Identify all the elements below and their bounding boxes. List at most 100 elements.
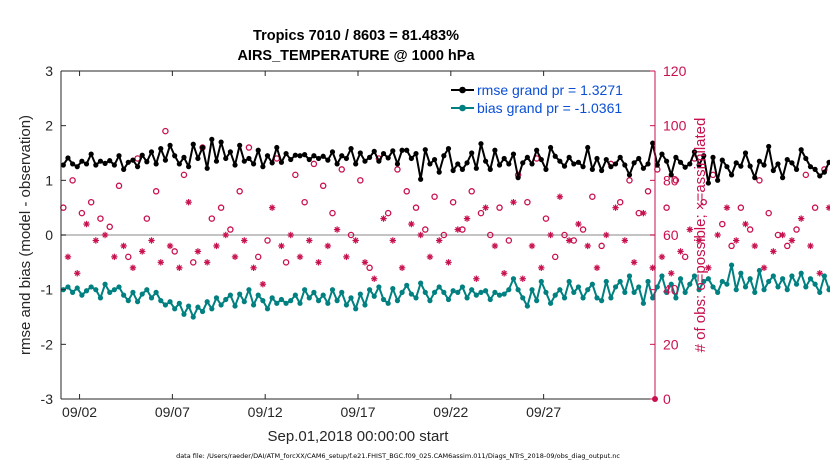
obs-assimilated-point — [500, 270, 508, 277]
rmse-point — [780, 175, 786, 181]
asterisk-stroke — [167, 243, 173, 249]
bias-point — [362, 302, 368, 308]
rmse-point — [158, 146, 164, 152]
obs-assimilated-point — [547, 231, 554, 239]
bias-point — [715, 289, 721, 295]
obs-assimilated-point — [528, 242, 536, 250]
bias-point — [524, 303, 530, 309]
obs-possible-point — [217, 204, 225, 211]
rmse-point — [111, 162, 117, 168]
bias-point — [97, 295, 104, 301]
rmse-point — [213, 158, 220, 164]
rmse-point — [209, 136, 215, 142]
obs-possible-point — [115, 182, 123, 190]
asterisk-stroke — [93, 237, 99, 244]
asterisk-stroke — [464, 215, 470, 222]
bias-point — [784, 287, 790, 293]
asterisk-stroke — [594, 265, 600, 271]
obs-assimilated-point — [278, 242, 285, 250]
obs-possible-point — [422, 226, 429, 233]
bias-point — [353, 306, 359, 312]
rmse-point — [339, 153, 345, 159]
bias-point — [821, 273, 827, 279]
obs-possible-point — [737, 204, 745, 211]
obs-assimilated-point — [166, 242, 174, 250]
obs-assimilated-point — [417, 231, 424, 239]
asterisk-stroke — [83, 221, 90, 227]
bias-point — [436, 284, 442, 290]
obs-assimilated-point — [695, 237, 703, 244]
rmse-point — [612, 161, 619, 167]
rmse-point — [204, 165, 210, 171]
obs-possible-point — [254, 253, 262, 261]
bias-point — [450, 288, 456, 294]
asterisk-stroke — [130, 265, 136, 271]
obs-possible-point — [97, 215, 104, 222]
obs-assimilated-point — [630, 259, 638, 266]
obs-possible-series — [60, 127, 828, 272]
bias-point — [445, 296, 452, 303]
asterisk-stroke — [585, 243, 591, 249]
asterisk-stroke — [492, 243, 498, 249]
obs-assimilated-point — [686, 226, 694, 233]
obs-possible-point — [746, 226, 754, 233]
bias-point — [390, 285, 396, 292]
rmse-point — [826, 159, 830, 165]
obs-possible-point — [589, 193, 596, 200]
asterisk-stroke — [371, 276, 377, 282]
rmse-point — [793, 166, 800, 172]
y-tick-label: 2 — [45, 118, 53, 134]
obs-assimilated-point — [287, 231, 294, 239]
rmse-point — [431, 156, 438, 163]
obs-assimilated-point — [779, 231, 786, 239]
legend-bias-marker — [459, 104, 466, 112]
rmse-point — [478, 141, 484, 147]
bias-point — [487, 296, 493, 303]
asterisk-stroke — [380, 215, 387, 222]
bias-point — [325, 300, 331, 306]
asterisk-stroke — [622, 237, 628, 244]
obs-possible-point — [496, 204, 503, 211]
y2-tick-label: 20 — [663, 336, 679, 352]
obs-assimilated-point — [742, 220, 749, 228]
rmse-point — [190, 141, 196, 147]
rmse-point — [139, 152, 145, 158]
asterisk-stroke — [557, 194, 563, 200]
asterisk-stroke — [520, 276, 526, 282]
rmse-point — [455, 161, 461, 167]
obs-possible-point — [394, 166, 401, 173]
obs-assimilated-point — [324, 242, 332, 250]
rmse-point — [677, 159, 684, 165]
rmse-point — [715, 177, 721, 183]
legend-bias-label: bias grand pr = -1.0361 — [477, 100, 622, 116]
obs-assimilated-point — [352, 237, 359, 244]
obs-possible-point — [811, 204, 819, 211]
bias-point — [343, 302, 349, 308]
asterisk-stroke — [603, 232, 609, 238]
rmse-point — [673, 154, 679, 160]
obs-possible-point — [106, 223, 113, 231]
asterisk-stroke — [111, 254, 118, 260]
obs-assimilated-point — [807, 242, 814, 250]
rmse-point — [116, 153, 122, 159]
rmse-point — [302, 152, 308, 158]
y2-tick-label: 60 — [663, 227, 679, 243]
rmse-point — [538, 156, 544, 163]
rmse-point — [306, 156, 312, 163]
asterisk-stroke — [390, 237, 396, 244]
asterisk-stroke — [343, 254, 350, 260]
rmse-point — [357, 150, 363, 156]
bias-point — [780, 276, 786, 282]
rmse-point — [821, 169, 827, 175]
obs-assimilated-point — [371, 275, 378, 282]
bias-point — [134, 299, 141, 305]
rmse-point — [399, 147, 405, 153]
obs-assimilated-point — [436, 237, 443, 244]
bias-point — [710, 284, 716, 290]
asterisk-stroke — [659, 254, 665, 260]
rmse-point — [353, 161, 359, 167]
y2-tick-label: 100 — [663, 118, 687, 134]
obs-assimilated-point — [426, 253, 434, 261]
rmse-point — [107, 158, 113, 164]
